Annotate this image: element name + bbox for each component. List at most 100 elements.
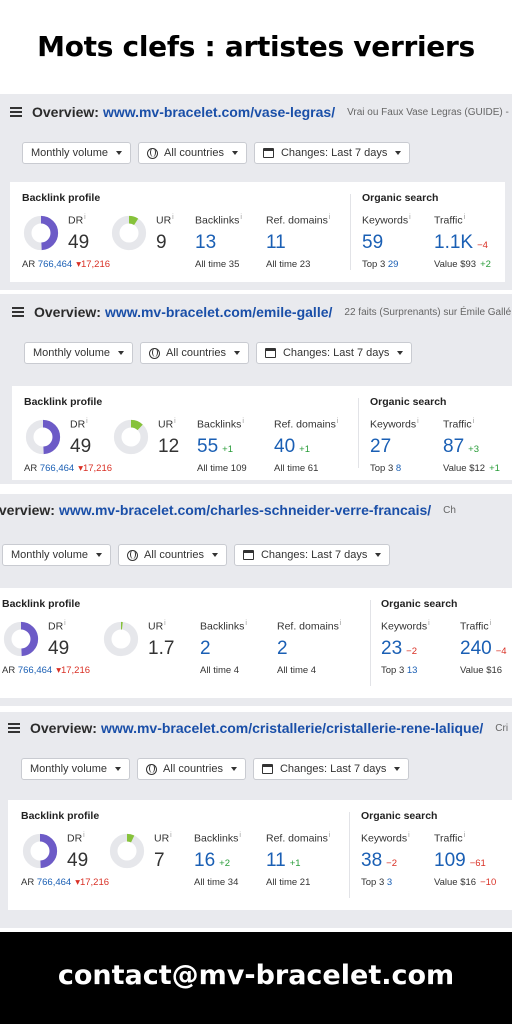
info-icon[interactable]: i	[463, 832, 466, 839]
top3-keywords-value[interactable]: 8	[395, 463, 402, 474]
overview-url-link[interactable]: www.mv-bracelet.com/charles-schneider-ve…	[58, 502, 432, 518]
info-icon[interactable]: i	[172, 214, 174, 221]
backlinks-all-time-label: All time	[197, 463, 229, 474]
info-icon[interactable]: i	[164, 620, 166, 627]
ar-value-link[interactable]: 766,464	[39, 463, 75, 474]
info-icon[interactable]: i	[463, 214, 466, 221]
divider	[370, 600, 371, 686]
info-icon[interactable]: i	[339, 620, 342, 627]
top3-keywords-value[interactable]: 3	[386, 877, 393, 888]
keywords-label-text: Keywords	[381, 620, 428, 633]
menu-icon[interactable]	[10, 107, 22, 117]
traffic-value-delta-value: 4	[501, 646, 507, 657]
info-icon[interactable]: i	[409, 214, 411, 221]
traffic-value[interactable]: 109 −61	[434, 850, 486, 872]
ref-domains-value[interactable]: 11	[266, 232, 286, 254]
countries-dropdown[interactable]: All countries	[118, 544, 227, 566]
menu-icon[interactable]	[12, 307, 24, 317]
ref-domains-value[interactable]: 2	[277, 638, 288, 660]
keywords-value[interactable]: 27	[370, 436, 391, 458]
ref-domains-value[interactable]: 40 +1	[274, 436, 310, 458]
info-icon[interactable]: i	[472, 418, 475, 425]
ref-domains-value[interactable]: 11 +1	[266, 850, 301, 872]
ar-value-link[interactable]: 766,464	[17, 665, 53, 676]
keywords-value-delta-value: 2	[411, 646, 417, 657]
calendar-icon	[261, 764, 273, 774]
changes-dropdown-label: Changes: Last 7 days	[282, 347, 390, 359]
volume-dropdown[interactable]: Monthly volume	[21, 758, 131, 780]
ar-value-link[interactable]: 766,464	[37, 259, 73, 270]
overview-url-link[interactable]: www.mv-bracelet.com/cristallerie/cristal…	[100, 720, 484, 736]
ring-fill	[3, 621, 39, 657]
countries-dropdown[interactable]: All countries	[137, 758, 246, 780]
info-icon[interactable]: i	[170, 832, 172, 839]
ar-delta-value: 17,216	[79, 877, 110, 888]
ar-value-link[interactable]: 766,464	[36, 877, 72, 888]
countries-dropdown[interactable]: All countries	[140, 342, 249, 364]
info-icon[interactable]: i	[408, 832, 410, 839]
countries-dropdown[interactable]: All countries	[138, 142, 247, 164]
footer-contact: contact@mv-bracelet.com	[57, 960, 455, 991]
filter-bar: Monthly volume All countries Changes: Last…	[2, 544, 391, 566]
ring-track	[109, 833, 145, 869]
overview-url-link[interactable]: www.mv-bracelet.com/emile-galle/	[104, 304, 333, 320]
traffic-value-usd: Value $93 +2	[434, 259, 491, 270]
info-icon[interactable]: i	[489, 620, 492, 627]
info-icon[interactable]: i	[245, 620, 247, 627]
backlinks-value[interactable]: 55 +1	[197, 436, 233, 458]
overview-url-link[interactable]: www.mv-bracelet.com/vase-legras/	[102, 104, 336, 120]
info-icon[interactable]: i	[242, 418, 244, 425]
keywords-value[interactable]: 23 −2	[381, 638, 417, 660]
changes-dropdown[interactable]: Changes: Last 7 days	[255, 342, 413, 364]
traffic-value-usd-label: Value	[434, 259, 458, 270]
backlinks-value-delta: +1	[222, 444, 233, 455]
dr-value: 49	[68, 232, 89, 254]
traffic-value-delta: −61	[470, 858, 486, 869]
traffic-value[interactable]: 240 −4	[460, 638, 507, 660]
volume-dropdown[interactable]: Monthly volume	[2, 544, 112, 566]
backlinks-value[interactable]: 16 +2	[194, 850, 230, 872]
top3-keywords-value[interactable]: 13	[406, 665, 418, 676]
top3-keywords: Top 3 13	[381, 665, 417, 676]
info-icon[interactable]: i	[84, 214, 86, 221]
volume-dropdown[interactable]: Monthly volume	[22, 142, 132, 164]
info-icon[interactable]: i	[86, 418, 88, 425]
menu-icon[interactable]	[8, 723, 20, 733]
backlinks-value[interactable]: 2	[200, 638, 211, 660]
top3-keywords-value[interactable]: 29	[387, 259, 399, 270]
backlinks-value-number: 16	[194, 850, 216, 871]
info-icon[interactable]: i	[328, 214, 331, 221]
overview-header: Overview: www.mv-bracelet.com/emile-galle…	[12, 300, 511, 324]
dr-label: DRi	[70, 418, 88, 431]
ring-track	[103, 621, 139, 657]
keywords-value[interactable]: 59	[362, 232, 383, 254]
organic-search-title: Organic search	[381, 598, 458, 610]
changes-dropdown[interactable]: Changes: Last 7 days	[252, 758, 410, 780]
info-icon[interactable]: i	[336, 418, 339, 425]
ar-label: AR	[2, 665, 16, 676]
volume-dropdown[interactable]: Monthly volume	[24, 342, 134, 364]
info-icon[interactable]: i	[83, 832, 85, 839]
backlink-profile-title: Backlink profile	[2, 598, 81, 610]
info-icon[interactable]: i	[64, 620, 66, 627]
ring-track	[111, 215, 147, 251]
info-icon[interactable]: i	[174, 418, 176, 425]
info-icon[interactable]: i	[240, 214, 242, 221]
info-icon[interactable]: i	[328, 832, 331, 839]
traffic-value[interactable]: 1.1K −4	[434, 232, 488, 254]
backlinks-all-time-label: All time	[195, 259, 227, 270]
backlinks-value[interactable]: 13	[195, 232, 216, 254]
changes-dropdown[interactable]: Changes: Last 7 days	[233, 544, 391, 566]
backlinks-all-time: All time 4	[200, 665, 239, 676]
traffic-value-usd: Value $16	[460, 665, 502, 676]
traffic-value[interactable]: 87 +3	[443, 436, 479, 458]
info-icon[interactable]: i	[417, 418, 419, 425]
keywords-value[interactable]: 38 −2	[361, 850, 397, 872]
changes-dropdown-label: Changes: Last 7 days	[280, 147, 388, 159]
info-icon[interactable]: i	[428, 620, 430, 627]
info-icon[interactable]: i	[239, 832, 241, 839]
backlinks-all-time-value: 35	[228, 259, 240, 270]
backlinks-label: Backlinksi	[195, 214, 242, 227]
filter-bar: Monthly volume All countries Changes: Last…	[21, 758, 410, 780]
changes-dropdown[interactable]: Changes: Last 7 days	[253, 142, 411, 164]
